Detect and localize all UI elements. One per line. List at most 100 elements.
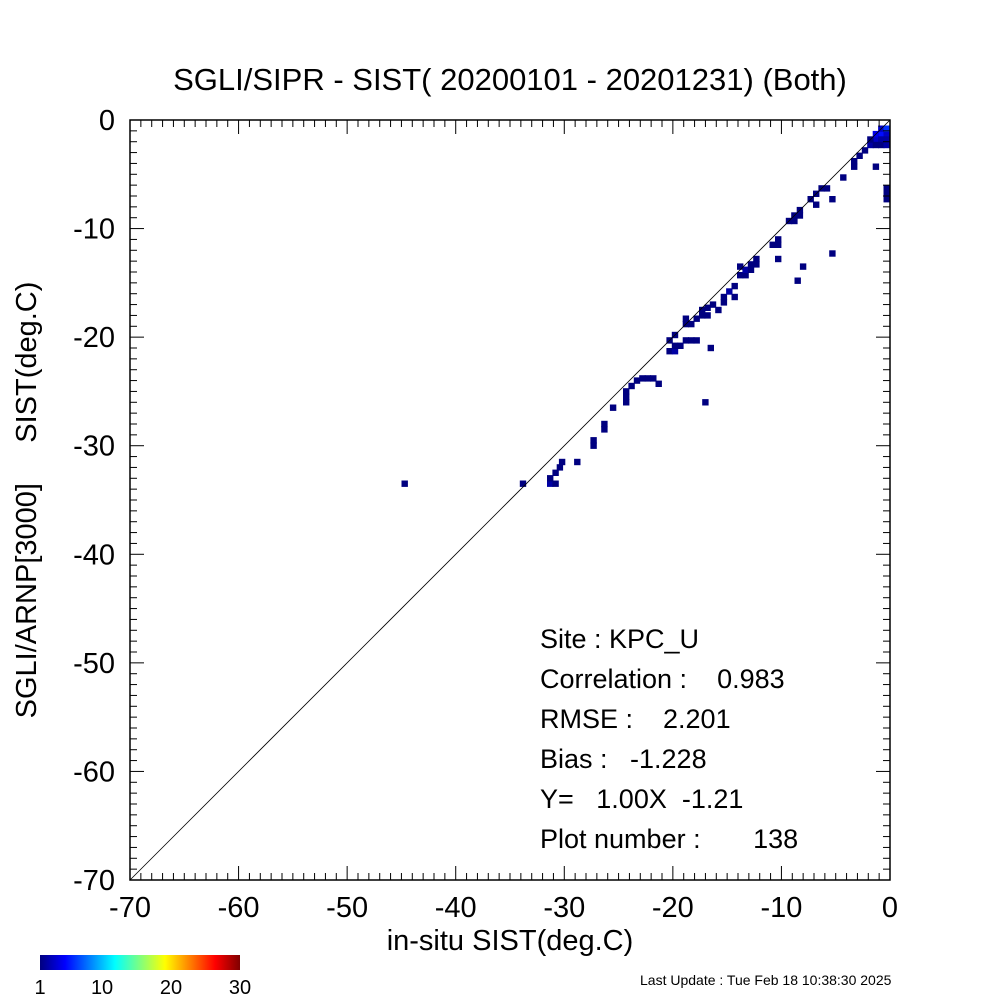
colorbar: 1 10 20 30 [34,955,251,999]
density-cell [872,141,880,149]
stat-plot-number: Plot number : 138 [540,824,798,854]
density-cell [799,263,807,270]
axis-ticks [129,119,891,881]
colorbar-gradient [40,955,240,970]
density-cell [769,241,776,248]
colorbar-tick-label: 20 [160,977,182,999]
density-cell [883,196,890,203]
density-cell [794,277,801,284]
density-cell [731,282,738,290]
density-cell [677,342,684,349]
one-to-one-line [129,119,891,881]
density-cell [699,306,706,314]
density-cell [639,375,646,382]
density-cell [829,250,836,257]
density-cell [558,458,566,466]
density-cell [872,163,880,170]
density-cell [742,266,749,273]
last-update-text: Last Update : Tue Feb 18 10:38:30 2025 [640,972,892,988]
y-axis-label: SGLI/ARNP[3000] SIST(deg.C) [11,282,43,719]
density-cell [840,174,847,181]
density-cell [737,263,744,270]
density-cell [702,399,709,406]
density-cell [861,147,869,154]
density-cell [666,348,673,355]
density-cell [775,241,782,248]
y-tick-label: -50 [73,648,115,680]
x-tick-label: 0 [882,892,898,924]
density-cell [823,185,831,192]
chart-title: SGLI/SIPR - SIST( 20200101 - 20201231) (… [173,62,847,97]
x-tick-label: -10 [760,892,802,924]
x-tick-label: -70 [109,892,151,924]
density-cell [650,375,657,382]
density-cell [737,272,744,279]
stats-box: Site : KPC_U Correlation : 0.983 RMSE : … [540,624,798,854]
y-tick-label: -30 [73,431,115,463]
y-tick-label: -40 [73,539,115,571]
density-cell [878,141,885,149]
y-tick-label: -10 [73,214,115,246]
density-cell [720,299,728,306]
density-cell [753,255,760,263]
density-cell [519,480,527,487]
x-tick-label: -30 [543,892,585,924]
density-cell [682,337,690,344]
density-cell [707,344,714,352]
density-cell [644,375,652,382]
density-cell [720,293,728,301]
density-cell [688,320,695,328]
density-cell [693,337,700,344]
stat-site: Site : KPC_U [540,624,699,654]
y-tick-label: 0 [99,105,115,137]
density-cell [872,136,880,143]
y-tick-label: -20 [73,322,115,354]
density-cell [552,469,559,476]
density-cell [655,380,662,387]
density-cell [590,437,597,444]
colorbar-tick-label: 10 [91,977,113,999]
density-cell [709,301,717,308]
density-cell [747,261,755,268]
density-cell [878,136,885,143]
density-cell [601,426,608,433]
density-cell [883,190,890,197]
colorbar-tick-label: 1 [34,977,45,999]
density-cell [590,442,597,449]
density-cell [775,255,782,263]
density-cell [813,201,820,208]
density-cell [401,480,408,487]
density-cell [775,236,782,243]
stat-correlation: Correlation : 0.983 [540,664,785,694]
density-cell [623,393,630,400]
density-cell [623,399,630,406]
density-cell [883,136,890,143]
x-tick-label: -50 [326,892,368,924]
density-cells [401,125,890,487]
density-cell [682,315,690,322]
x-tick-labels: -70 -60 -50 -40 -30 -20 -10 0 [109,892,898,924]
colorbar-tick-label: 30 [229,977,251,999]
density-cell [883,185,890,192]
density-cell [747,266,755,273]
density-cell [699,312,706,319]
density-cell [878,130,885,138]
y-tick-label: -60 [73,756,115,788]
density-cell [851,158,858,165]
density-cell [731,293,738,301]
y-tick-label: -70 [73,865,115,897]
density-cell [671,342,679,349]
stat-fit-equation: Y= 1.00X -1.21 [540,784,743,814]
density-cell [547,480,554,487]
y-tick-labels: -70 -60 -50 -40 -30 -20 -10 0 [73,105,115,897]
density-cell [704,312,711,319]
stat-bias: Bias : -1.228 [540,744,707,774]
density-cell [693,315,700,322]
density-cell [742,272,749,279]
density-cell [556,464,564,471]
density-cell [883,130,890,138]
density-cell [856,152,863,159]
density-cell [623,388,630,395]
density-cell [753,261,760,268]
